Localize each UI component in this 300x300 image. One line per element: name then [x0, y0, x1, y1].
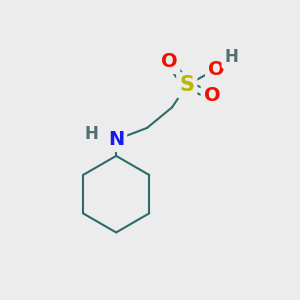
Text: H: H — [224, 48, 238, 66]
Text: O: O — [208, 59, 225, 79]
Text: S: S — [179, 75, 194, 95]
Text: O: O — [203, 86, 220, 105]
Text: O: O — [161, 52, 178, 71]
Text: N: N — [108, 130, 124, 149]
Text: H: H — [84, 125, 98, 143]
